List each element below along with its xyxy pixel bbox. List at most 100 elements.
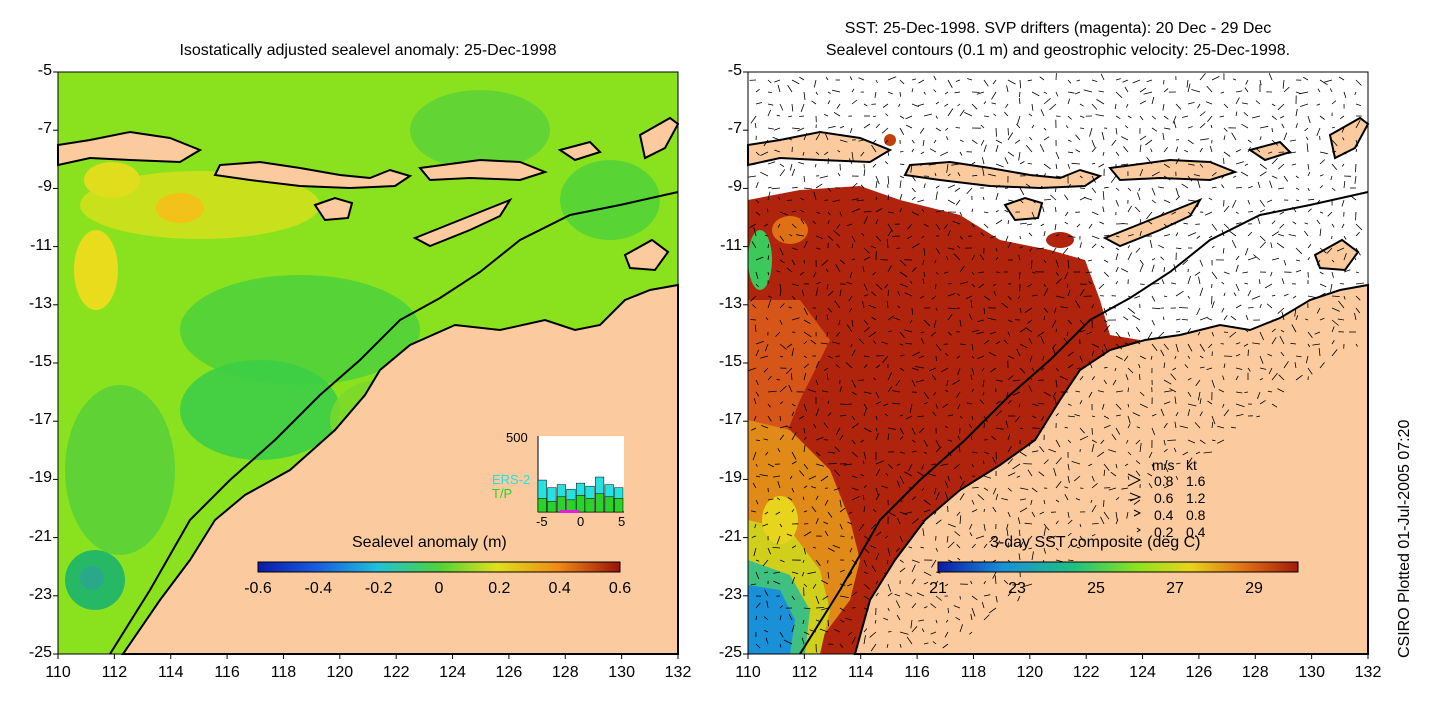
velocity-vector	[955, 79, 961, 82]
velocity-vector	[1259, 241, 1266, 249]
velocity-vector	[899, 79, 905, 85]
velocity-vector	[1270, 242, 1273, 249]
velocity-vector	[1079, 319, 1085, 326]
velocity-vector	[989, 535, 997, 543]
velocity-vector	[875, 468, 881, 477]
velocity-vector	[1179, 425, 1189, 429]
velocity-vector	[1316, 103, 1321, 106]
velocity-vector	[1318, 347, 1321, 357]
velocity-vector	[786, 267, 793, 273]
velocity-vector	[849, 271, 853, 278]
velocity-vector	[1067, 532, 1072, 537]
velocity-vector	[1307, 331, 1313, 338]
velocity-vector	[1277, 388, 1285, 393]
velocity-vector	[791, 595, 796, 601]
velocity-vector	[789, 163, 793, 171]
velocity-vector	[908, 546, 913, 549]
velocity-vector	[851, 182, 858, 189]
velocity-vector	[875, 235, 882, 242]
left-islands	[57, 116, 680, 272]
velocity-vector	[1163, 475, 1168, 480]
velocity-vector	[983, 211, 989, 214]
left-shelf-contour	[109, 191, 679, 655]
velocity-vector	[1027, 319, 1033, 324]
velocity-vector	[1150, 355, 1153, 360]
velocity-vector	[1353, 255, 1357, 261]
velocity-vector	[1012, 379, 1021, 382]
velocity-vector	[1089, 127, 1093, 137]
velocity-key-header-kt: kt	[1186, 457, 1197, 473]
velocity-vector	[1055, 328, 1058, 333]
velocity-vector	[1217, 439, 1225, 444]
velocity-vector	[1027, 283, 1033, 288]
velocity-vector	[947, 439, 953, 442]
velocity-vector	[1127, 252, 1133, 261]
velocity-vector	[1055, 207, 1057, 213]
velocity-vector	[911, 351, 921, 357]
velocity-vector	[1006, 85, 1009, 93]
velocity-vector	[1295, 374, 1303, 381]
velocity-vector	[1245, 314, 1249, 321]
velocity-vector	[791, 223, 797, 229]
velocity-vector	[1199, 355, 1204, 359]
velocity-vector	[1271, 328, 1276, 333]
velocity-vector	[1043, 287, 1049, 297]
velocity-vector	[959, 515, 962, 525]
velocity-vector	[980, 124, 985, 129]
velocity-vector	[1139, 87, 1147, 93]
velocity-vector	[832, 89, 841, 93]
velocity-vector	[1042, 206, 1045, 213]
velocity-vector	[812, 583, 817, 589]
velocity-vector	[983, 422, 985, 429]
velocity-vector	[1195, 379, 1201, 387]
velocity-vector	[1136, 426, 1141, 429]
velocity-vector	[786, 533, 793, 537]
velocity-vector	[1295, 175, 1299, 179]
velocity-vector	[1174, 396, 1177, 405]
velocity-vector	[788, 613, 793, 621]
velocity-vector	[1007, 132, 1014, 141]
velocity-vector	[1178, 307, 1189, 309]
velocity-vector	[911, 175, 916, 182]
velocity-vector	[1103, 324, 1111, 333]
velocity-vector	[903, 511, 913, 515]
velocity-vector	[799, 271, 805, 276]
velocity-vector	[880, 485, 889, 489]
velocity-vector	[991, 435, 997, 441]
velocity-vector	[1211, 76, 1220, 81]
velocity-vector	[905, 415, 913, 420]
velocity-vector	[1018, 254, 1021, 261]
velocity-vector	[755, 102, 762, 105]
velocity-vector	[1103, 271, 1109, 277]
velocity-vector	[1211, 295, 1213, 305]
velocity-vector	[846, 281, 853, 285]
velocity-vector	[863, 283, 868, 291]
velocity-vector	[959, 235, 963, 240]
velocity-vector	[1170, 282, 1177, 285]
velocity-vector	[1091, 303, 1095, 309]
velocity-vector	[836, 243, 841, 249]
velocity-vector	[959, 415, 963, 419]
velocity-vector	[1158, 244, 1165, 249]
velocity-vector	[1241, 102, 1249, 105]
velocity-vector	[1235, 222, 1242, 225]
velocity-vector	[995, 163, 1004, 168]
velocity-vector	[791, 545, 797, 549]
velocity-vector	[1223, 151, 1231, 157]
velocity-vector	[803, 583, 808, 588]
velocity-vector	[779, 211, 788, 216]
velocity-vector	[1295, 269, 1302, 273]
velocity-vector	[941, 367, 949, 373]
velocity-vector	[1067, 259, 1070, 269]
velocity-vector	[875, 427, 878, 432]
velocity-vector	[995, 379, 1003, 382]
velocity-vector	[1271, 158, 1278, 165]
velocity-vector	[851, 258, 855, 261]
velocity-vector	[942, 403, 949, 408]
velocity-vector	[1055, 379, 1058, 388]
velocity-vector	[1219, 115, 1225, 118]
velocity-vector	[1295, 247, 1303, 255]
velocity-vector	[1235, 161, 1245, 165]
velocity-vector	[803, 240, 808, 249]
velocity-vector	[1339, 115, 1345, 120]
